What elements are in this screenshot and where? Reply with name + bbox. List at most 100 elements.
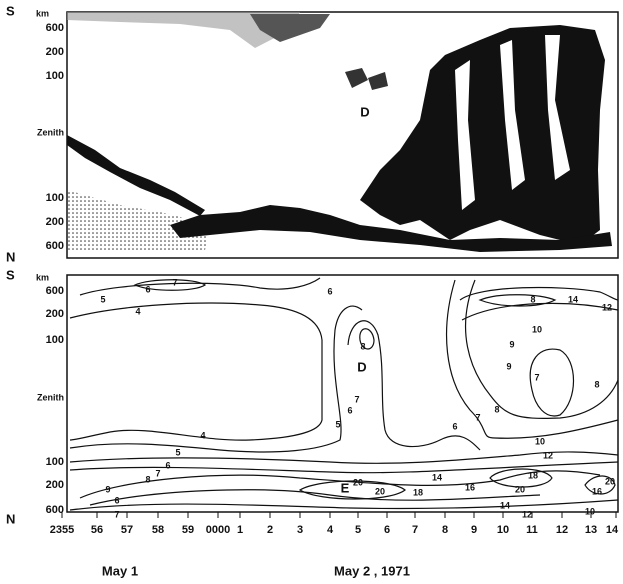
time-label: 4: [327, 524, 334, 536]
contour-line: [69, 305, 363, 453]
contour-label: 7: [172, 277, 177, 287]
time-label: 58: [152, 524, 164, 536]
contour-label: 7: [354, 394, 359, 404]
contour-line: [69, 451, 619, 474]
contour-label: 7: [475, 412, 480, 422]
contour-line: [69, 499, 619, 511]
contour-line: [79, 470, 601, 506]
contour-label: 9: [509, 339, 514, 349]
contour-label: 8: [145, 474, 150, 484]
contour-label: 9: [506, 361, 511, 371]
contour-label: 20: [353, 477, 363, 487]
contour-label: 4: [135, 306, 140, 316]
region-label: D: [360, 104, 369, 119]
contour-label: 10: [532, 324, 542, 334]
time-label: 2: [267, 524, 273, 536]
time-label: 13: [585, 524, 597, 536]
contour-label: 6: [452, 421, 457, 431]
region-label: E: [514, 53, 523, 68]
height-label: Zenith: [37, 127, 64, 137]
height-label: 200: [46, 308, 64, 320]
contour-label: 14: [500, 500, 510, 510]
height-label: 100: [46, 456, 64, 468]
side-label: S: [6, 267, 15, 282]
contour-label: 16: [465, 482, 475, 492]
height-label: 100: [46, 334, 64, 346]
contour-label: 7: [155, 468, 160, 478]
top-echo: [67, 12, 300, 48]
height-label: 100: [46, 192, 64, 204]
time-label: 14: [606, 524, 619, 536]
height-label: Zenith: [37, 392, 64, 402]
contour-label: 20: [375, 486, 385, 496]
contour-label: 5: [175, 447, 180, 457]
contour-line: [464, 279, 619, 419]
contour-label: 8: [360, 341, 365, 351]
contour-label: 18: [413, 487, 423, 497]
contour-label: 16: [592, 486, 602, 496]
time-label: 11: [526, 524, 538, 536]
height-label: 200: [46, 46, 64, 58]
height-label: 600: [46, 285, 64, 297]
time-label: 9: [471, 524, 477, 536]
height-label: 600: [46, 240, 64, 252]
contour-label: 8: [494, 404, 499, 414]
contour-line: [79, 277, 321, 296]
time-label: 59: [182, 524, 194, 536]
contour-label: 12: [543, 450, 553, 460]
height-label: 600: [46, 22, 64, 34]
time-label: 2355: [50, 524, 74, 536]
echo-gap: [455, 35, 570, 210]
unit-label: km: [36, 8, 49, 18]
contour-label: 10: [535, 436, 545, 446]
height-label: 100: [46, 70, 64, 82]
contour-label: 10: [585, 506, 595, 516]
lower-panel: [66, 274, 619, 513]
contour-label: 6: [145, 284, 150, 294]
contour-label: 12: [522, 509, 532, 519]
contour-label: 18: [528, 470, 538, 480]
contour-label: 9: [105, 484, 110, 494]
contour-label: 12: [602, 302, 612, 312]
time-label: 5: [355, 524, 361, 536]
height-label: 600: [46, 504, 64, 516]
height-label: 200: [46, 216, 64, 228]
height-label: 200: [46, 479, 64, 491]
contour-label: 14: [432, 472, 442, 482]
echo-structure: [360, 25, 605, 245]
echo-patch: [345, 68, 388, 90]
side-label: N: [6, 511, 15, 526]
date-label: May 2 , 1971: [334, 563, 410, 578]
time-label: 0000: [206, 524, 230, 536]
contour-line: [133, 279, 207, 291]
region-label: E: [341, 480, 350, 495]
contour-line: [459, 286, 619, 321]
time-label: 7: [412, 524, 418, 536]
unit-label: km: [36, 272, 49, 282]
contour-label: 5: [100, 294, 105, 304]
side-label: S: [6, 3, 15, 18]
top-echo: [250, 14, 330, 42]
date-label: May 1: [102, 563, 138, 578]
upper-panel: [66, 11, 619, 259]
time-label: 57: [121, 524, 133, 536]
side-label: N: [6, 249, 15, 264]
time-label: 1: [237, 524, 243, 536]
contour-label: 14: [568, 294, 578, 304]
contour-label: 7: [534, 372, 539, 382]
time-label: 12: [556, 524, 568, 536]
contour-label: 6: [165, 460, 170, 470]
contour-line: [529, 348, 575, 417]
time-label: 3: [297, 524, 303, 536]
contour-label: 5: [335, 419, 340, 429]
contour-label: 6: [114, 495, 119, 505]
echo-band: [67, 135, 205, 216]
contour-line: [347, 320, 481, 451]
contour-line: [298, 468, 616, 500]
contour-label: 6: [347, 405, 352, 415]
contour-label: 20: [515, 484, 525, 494]
echo-band: [170, 205, 612, 252]
contour-line: [446, 279, 619, 439]
contour-label: 8: [594, 379, 599, 389]
